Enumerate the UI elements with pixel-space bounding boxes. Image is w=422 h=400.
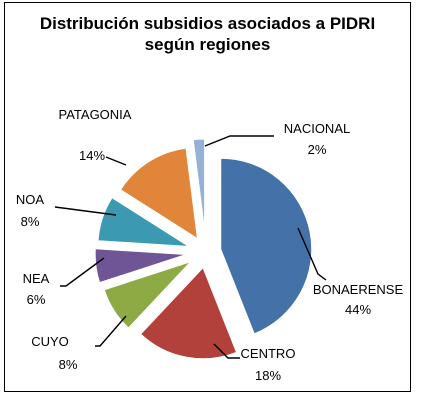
leader-line-nacional (204, 135, 274, 147)
slice-value-label-centro: 18% (255, 368, 281, 383)
slice-name-label-centro: CENTRO (241, 346, 296, 361)
slice-name-label-nea: NEA (23, 271, 50, 286)
slice-name-label-patagonia: PATAGONIA (59, 107, 132, 122)
pie-slice-nacional (192, 138, 206, 231)
slice-name-label-bonaerense: BONAERENSE (313, 282, 404, 297)
leader-line-bonaerense (297, 227, 327, 281)
slice-value-label-cuyo: 8% (59, 357, 78, 372)
chart-title-line-2: según regiones (144, 35, 271, 54)
slice-value-label-nea: 6% (27, 292, 46, 307)
slice-value-label-bonaerense: 44% (345, 302, 371, 317)
pie-slice-patagonia (119, 147, 199, 240)
slice-value-label-noa: 8% (21, 214, 40, 229)
slice-name-label-cuyo: CUYO (31, 334, 69, 349)
pie-slice-nea (94, 248, 187, 284)
pie-slice-centro (140, 266, 238, 360)
leader-line-centro (213, 343, 240, 359)
leader-line-cuyo (95, 315, 127, 347)
slice-value-label-nacional: 2% (308, 142, 327, 157)
chart-title-line-1: Distribución subsidios asociados a PIDRI (39, 14, 376, 33)
chart-title: Distribución subsidios asociados a PIDRI… (5, 13, 410, 55)
slice-value-label-patagonia: 14% (79, 148, 105, 163)
slice-name-label-noa: NOA (16, 192, 45, 207)
leader-line-nea (60, 257, 105, 287)
pie-slice-bonaerense (220, 157, 313, 335)
leader-line-patagonia (105, 156, 127, 166)
leader-line-noa (54, 206, 117, 216)
pie-slice-noa (97, 196, 190, 247)
slice-name-label-nacional: NACIONAL (284, 121, 350, 136)
pie-slice-cuyo (103, 261, 192, 329)
